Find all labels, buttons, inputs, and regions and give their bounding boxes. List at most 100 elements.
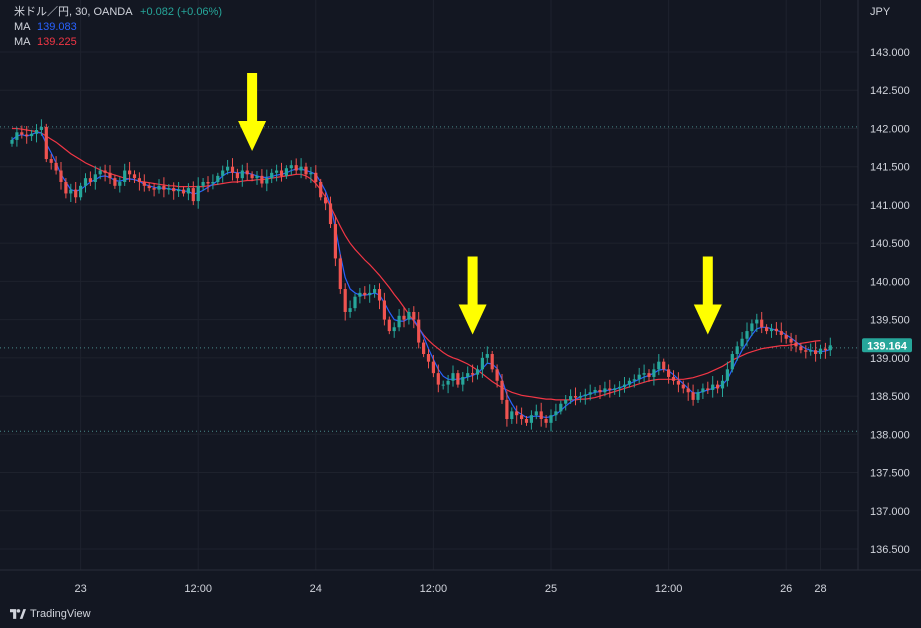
candle-body (377, 289, 382, 301)
candle-body (221, 170, 225, 176)
candle-body (88, 178, 92, 182)
candles (10, 119, 832, 432)
candle-body (426, 354, 431, 362)
candle-body (177, 189, 181, 192)
candle-body (412, 311, 416, 320)
candle-body (534, 411, 538, 416)
candle-body (559, 403, 563, 412)
candle-body (647, 373, 651, 377)
candle-body (407, 311, 411, 320)
axes: JPY 143.000 142.500 142.000 141.500 141.000 1… (0, 0, 921, 595)
candle-body (79, 185, 83, 198)
last-price-label: 139.164 (867, 340, 908, 352)
candle-body (632, 379, 636, 381)
candle-body (769, 328, 774, 332)
candle-body (809, 350, 813, 352)
candle-body (490, 354, 494, 370)
candle-body (211, 181, 215, 184)
candle-body (216, 175, 220, 182)
candle-body (701, 388, 705, 393)
candle-body (598, 389, 602, 393)
candle-body (569, 396, 573, 400)
candle-body (54, 162, 58, 171)
candle-body (779, 331, 783, 335)
candle-body (59, 170, 63, 182)
candle-body (774, 328, 778, 332)
candle-body (44, 126, 48, 160)
candle-body (255, 175, 259, 179)
candle-body (245, 170, 249, 175)
candle-body (466, 373, 470, 377)
candle-body (132, 174, 137, 179)
candle-body (382, 300, 386, 320)
dotted-levels (0, 126, 858, 432)
tradingview-logo-icon (10, 609, 26, 619)
candle-body (789, 338, 793, 343)
candle-body (471, 373, 475, 375)
candle-body (240, 170, 244, 179)
candle-body (765, 327, 769, 332)
candle-body (823, 348, 827, 351)
price-change: +0.082 (+0.06%) (140, 6, 222, 18)
candle-body (750, 323, 754, 332)
candle-body (20, 132, 24, 135)
candle-body (294, 165, 298, 171)
candle-body (103, 170, 107, 173)
candle-body (191, 188, 195, 202)
ma1-value: 139.083 (36, 21, 77, 33)
candle-body (363, 292, 367, 296)
ma2-value: 139.225 (36, 36, 77, 48)
x-tick-label: 28 (814, 583, 826, 595)
candle-body (686, 388, 690, 393)
candle-body (353, 296, 357, 309)
y-tick-label: 142.500 (870, 85, 910, 97)
candle-body (716, 384, 720, 389)
candle-body (475, 369, 480, 375)
candle-body (804, 350, 808, 352)
candle-body (324, 197, 328, 204)
candle-body (270, 172, 274, 179)
ma2-label: MA (14, 36, 30, 48)
candle-body (299, 166, 303, 171)
candle-body (402, 315, 406, 320)
candle-body (265, 178, 269, 184)
candle-body (828, 345, 832, 351)
candle-body (691, 392, 695, 400)
candle-body (760, 319, 764, 328)
tradingview-brand[interactable]: TradingView (10, 605, 91, 623)
candle-body (662, 361, 666, 370)
symbol-title[interactable]: 米ドル／円, 30, OANDA (14, 6, 132, 18)
candle-body (392, 327, 396, 332)
x-tick-label: 12:00 (655, 583, 683, 595)
candle-body (814, 350, 818, 355)
grid (0, 0, 858, 570)
ma2-row[interactable]: MA 139.225 (14, 35, 222, 50)
y-tick-label: 141.500 (870, 162, 910, 174)
candle-body (652, 369, 656, 377)
candle-body (588, 392, 592, 395)
candle-body (818, 348, 823, 355)
symbol-row: 米ドル／円, 30, OANDA +0.082 (+0.06%) (14, 5, 222, 20)
candle-body (147, 185, 151, 189)
candle-body (431, 361, 435, 374)
candle-body (422, 342, 426, 355)
y-tick-label: 141.000 (870, 200, 910, 212)
ma1-row[interactable]: MA 139.083 (14, 20, 222, 35)
candle-body (397, 315, 401, 328)
candle-body (279, 170, 284, 176)
candle-body (417, 319, 421, 343)
candle-body (314, 172, 318, 182)
candle-body (30, 133, 34, 137)
candle-body (275, 170, 279, 173)
candle-body (637, 374, 641, 380)
candle-body (113, 178, 117, 186)
candle-body (725, 369, 729, 381)
candle-body (373, 289, 377, 293)
candle-body (93, 174, 97, 182)
candle-body (784, 334, 788, 339)
candle-body (201, 181, 205, 186)
candle-body (162, 185, 166, 190)
candle-body (676, 380, 680, 385)
